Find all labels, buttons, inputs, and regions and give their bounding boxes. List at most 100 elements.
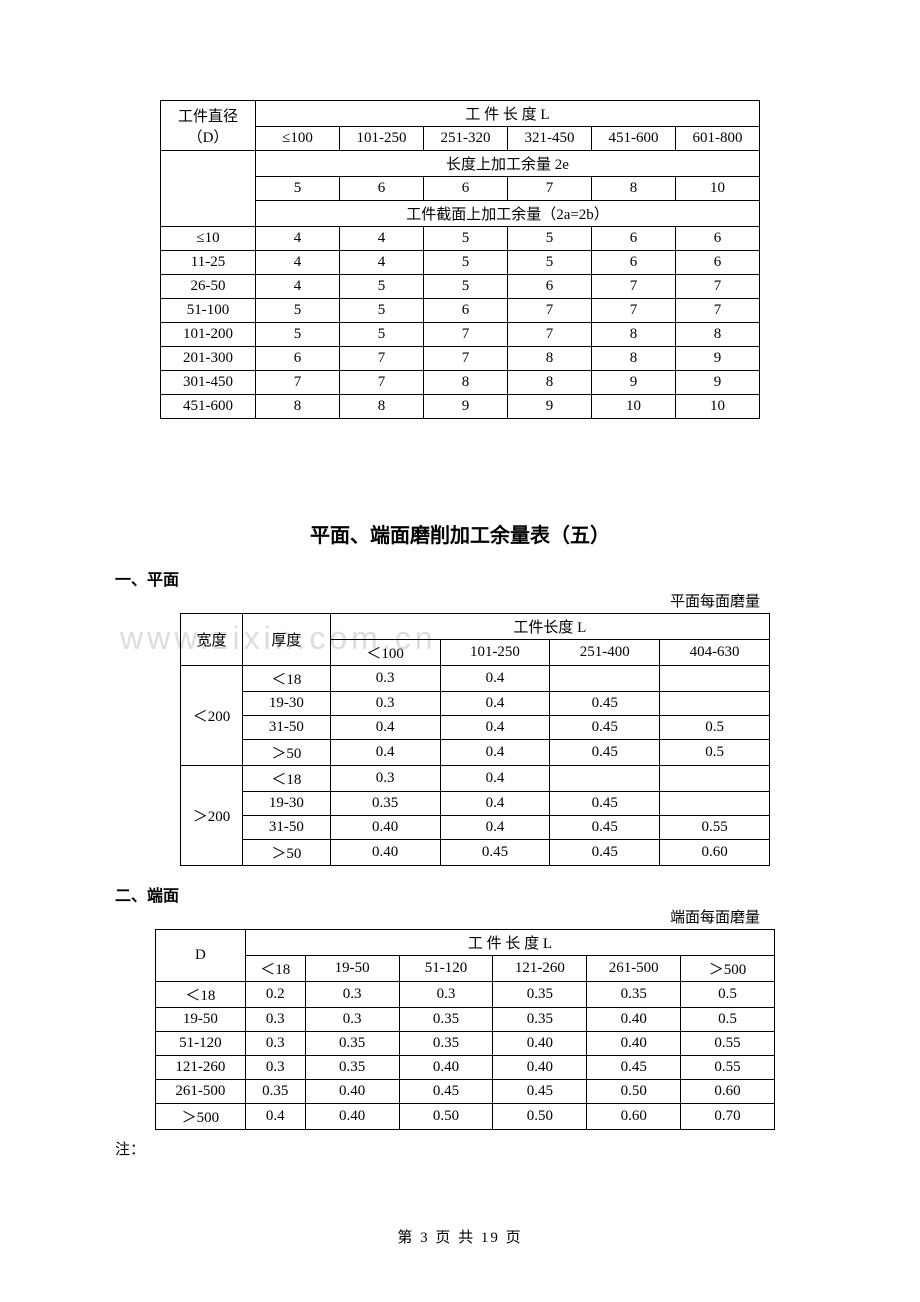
t3-d-label: 121-260 <box>156 1056 246 1080</box>
t2-thickness-label: ＜18 <box>242 666 330 692</box>
note: 注： <box>115 1138 860 1159</box>
t1-cell: 5 <box>508 251 592 275</box>
t1-cell: 5 <box>424 275 508 299</box>
t1-cell: 7 <box>508 299 592 323</box>
t3-cell: 0.40 <box>305 1104 399 1130</box>
t1-2e: 6 <box>340 177 424 201</box>
t2-cell: 0.45 <box>440 840 550 866</box>
t1-cell: 7 <box>592 275 676 299</box>
t1-cell: 7 <box>256 371 340 395</box>
t2-header-w: 宽度 <box>181 614 243 666</box>
heading-5: 平面、端面磨削加工余量表（五） <box>60 519 860 548</box>
t3-cell: 0.40 <box>493 1032 587 1056</box>
t2-cell: 0.4 <box>440 666 550 692</box>
t3-cell: 0.35 <box>245 1080 305 1104</box>
t2-lcol: ＜100 <box>330 640 440 666</box>
t1-cell: 6 <box>508 275 592 299</box>
t3-lcol: 121-260 <box>493 956 587 982</box>
t3-cell: 0.40 <box>587 1008 681 1032</box>
t3-cell: 0.35 <box>587 982 681 1008</box>
t2-header-l: 工件长度 L <box>330 614 769 640</box>
t3-cell: 0.55 <box>681 1056 775 1080</box>
t2-cell: 0.3 <box>330 692 440 716</box>
t1-d-label: ≤10 <box>161 227 256 251</box>
t1-2e: 8 <box>592 177 676 201</box>
t1-d-label: 51-100 <box>161 299 256 323</box>
t2-cell: 0.4 <box>440 792 550 816</box>
section2-caption: 端面每面磨量 <box>60 906 760 927</box>
t3-cell: 0.50 <box>399 1104 493 1130</box>
t3-cell: 0.3 <box>245 1008 305 1032</box>
t3-lcol: 261-500 <box>587 956 681 982</box>
t3-cell: 0.50 <box>587 1080 681 1104</box>
t2-width-label: ＞200 <box>181 766 243 866</box>
t2-cell: 0.45 <box>550 792 660 816</box>
t1-cell: 9 <box>676 371 760 395</box>
t2-cell: 0.4 <box>440 816 550 840</box>
t2-cell: 0.5 <box>660 740 770 766</box>
t1-2e: 7 <box>508 177 592 201</box>
t2-cell: 0.3 <box>330 766 440 792</box>
t1-cell: 8 <box>340 395 424 419</box>
t3-cell: 0.45 <box>493 1080 587 1104</box>
t2-cell: 0.55 <box>660 816 770 840</box>
t1-cell: 8 <box>676 323 760 347</box>
table-3: D 工 件 长 度 L ＜18 19-50 51-120 121-260 261… <box>155 929 775 1130</box>
t2-cell: 0.45 <box>550 692 660 716</box>
t1-2e-label: 长度上加工余量 2e <box>256 151 760 177</box>
t2-thickness-label: ＞50 <box>242 740 330 766</box>
t3-lcol: ＜18 <box>245 956 305 982</box>
t3-lcol: 51-120 <box>399 956 493 982</box>
t3-cell: 0.35 <box>493 982 587 1008</box>
section2-title: 二、端面 <box>115 882 860 906</box>
t1-cell: 7 <box>508 323 592 347</box>
t3-cell: 0.2 <box>245 982 305 1008</box>
t2-cell <box>660 666 770 692</box>
t3-cell: 0.40 <box>493 1056 587 1080</box>
t2-cell <box>660 792 770 816</box>
t1-cell: 8 <box>424 371 508 395</box>
t2-cell: 0.4 <box>440 716 550 740</box>
t2-thickness-label: 31-50 <box>242 716 330 740</box>
page-footer: 第 3 页 共 19 页 <box>0 1226 920 1247</box>
t2-cell <box>660 692 770 716</box>
t3-cell: 0.5 <box>681 982 775 1008</box>
t2-cell <box>550 766 660 792</box>
t3-d-label: 51-120 <box>156 1032 246 1056</box>
t3-d-label: ＞500 <box>156 1104 246 1130</box>
t1-cell: 6 <box>676 251 760 275</box>
t1-cell: 6 <box>676 227 760 251</box>
t2-cell: 0.35 <box>330 792 440 816</box>
table-2: 宽度 厚度 工件长度 L ＜100 101-250 251-400 404-63… <box>180 613 770 866</box>
t2-header-t: 厚度 <box>242 614 330 666</box>
t3-d-label: ＜18 <box>156 982 246 1008</box>
t3-cell: 0.45 <box>399 1080 493 1104</box>
t2-thickness-label: ＜18 <box>242 766 330 792</box>
t1-2e: 5 <box>256 177 340 201</box>
t1-2e: 10 <box>676 177 760 201</box>
t2-cell: 0.3 <box>330 666 440 692</box>
t3-lcol: 19-50 <box>305 956 399 982</box>
t1-cell: 7 <box>424 347 508 371</box>
t1-d-blank <box>161 151 256 227</box>
t1-header-d: 工件直径（D） <box>161 101 256 151</box>
t2-cell <box>550 666 660 692</box>
t1-cell: 9 <box>424 395 508 419</box>
t1-cell: 9 <box>676 347 760 371</box>
t2-width-label: ＜200 <box>181 666 243 766</box>
t2-cell: 0.4 <box>330 716 440 740</box>
t1-cell: 4 <box>256 227 340 251</box>
t3-d-label: 261-500 <box>156 1080 246 1104</box>
t2-cell: 0.4 <box>440 766 550 792</box>
t3-header-d: D <box>156 930 246 982</box>
t3-cell: 0.4 <box>245 1104 305 1130</box>
t1-cell: 7 <box>340 371 424 395</box>
t3-lcol: ＞500 <box>681 956 775 982</box>
t1-2a2b-label: 工件截面上加工余量（2a=2b） <box>256 201 760 227</box>
t3-cell: 0.70 <box>681 1104 775 1130</box>
t1-cell: 5 <box>340 275 424 299</box>
t1-cell: 5 <box>340 323 424 347</box>
t1-lcol: 101-250 <box>340 127 424 151</box>
t1-cell: 7 <box>424 323 508 347</box>
t2-cell: 0.4 <box>440 692 550 716</box>
